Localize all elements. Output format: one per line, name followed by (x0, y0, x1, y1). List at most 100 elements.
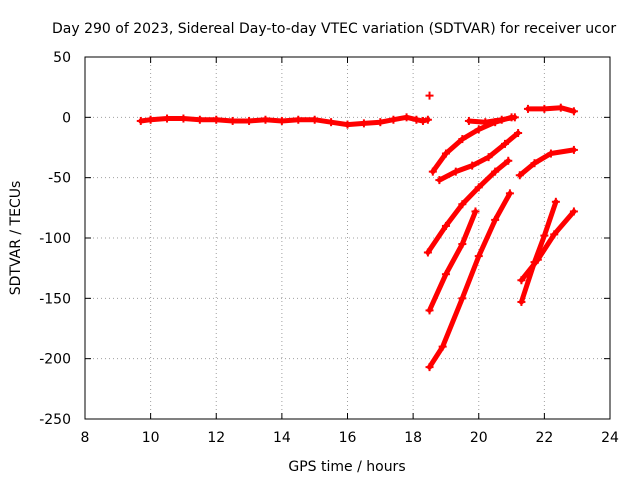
data-point (425, 306, 434, 315)
series-line (525, 105, 577, 114)
data-point (441, 221, 450, 230)
data-point (458, 200, 467, 209)
data-point (517, 276, 526, 285)
data-point (310, 115, 319, 124)
data-point (212, 115, 221, 124)
data-point (425, 91, 434, 100)
data-point (228, 116, 237, 125)
data-point (471, 207, 480, 216)
plot-data (136, 91, 578, 372)
x-tick-label: 16 (339, 430, 357, 446)
data-series (517, 197, 560, 306)
axes: 8 10 12 14 16 18 20 22 24 -250 -200 -150 -100 -50 0 50 (39, 50, 619, 446)
data-point (359, 119, 368, 128)
data-point (474, 125, 483, 134)
data-point (540, 231, 549, 240)
data-point (504, 156, 513, 165)
data-point (458, 135, 467, 144)
data-point (179, 114, 188, 123)
data-point (569, 207, 578, 216)
series-line (466, 114, 518, 125)
x-tick-label: 22 (535, 430, 553, 446)
data-series (136, 113, 432, 129)
series-line (427, 209, 478, 313)
data-point (163, 114, 172, 123)
data-point (261, 115, 270, 124)
x-tick-label: 12 (207, 430, 225, 446)
series-line (518, 199, 559, 305)
data-point (425, 363, 434, 372)
y-tick-label: 50 (53, 50, 71, 66)
data-point (195, 115, 204, 124)
data-point (556, 103, 565, 112)
data-point (441, 270, 450, 279)
x-tick-label: 18 (404, 430, 422, 446)
data-point (540, 104, 549, 113)
x-tick-label: 20 (470, 430, 488, 446)
data-point (474, 252, 483, 261)
x-axis-label: GPS time / hours (288, 459, 405, 475)
x-tick-label: 24 (601, 430, 619, 446)
data-series (515, 145, 578, 180)
data-point (481, 118, 490, 127)
series-line (427, 190, 513, 370)
data-point (458, 294, 467, 303)
data-point (464, 116, 473, 125)
data-point (412, 115, 421, 124)
data-point (418, 116, 427, 125)
y-tick-label: -200 (39, 352, 71, 368)
series-line (425, 158, 511, 255)
data-point (515, 171, 524, 180)
chart-title: Day 290 of 2023, Sidereal Day-to-day VTE… (52, 21, 616, 37)
y-tick-label: -250 (39, 412, 71, 428)
data-point (491, 167, 500, 176)
data-series (423, 156, 513, 257)
x-tick-label: 14 (273, 430, 291, 446)
data-series (517, 207, 578, 285)
data-series (425, 189, 514, 372)
data-point (569, 107, 578, 116)
series-line (518, 209, 577, 283)
data-point (514, 129, 523, 138)
data-point (294, 115, 303, 124)
data-series (425, 91, 434, 100)
data-point (491, 215, 500, 224)
data-point (505, 189, 514, 198)
data-point (510, 113, 519, 122)
data-point (546, 149, 555, 158)
data-point (245, 116, 254, 125)
data-point (451, 167, 460, 176)
y-tick-label: -150 (39, 291, 71, 307)
data-point (533, 255, 542, 264)
y-tick-label: -100 (39, 231, 71, 247)
data-point (423, 248, 432, 257)
data-point (428, 167, 437, 176)
series-line (436, 130, 521, 183)
data-point (438, 342, 447, 351)
series-line (517, 147, 577, 178)
data-point (517, 297, 526, 306)
data-point (551, 197, 560, 206)
data-point (423, 115, 432, 124)
data-point (441, 149, 450, 158)
x-tick-label: 8 (81, 430, 90, 446)
data-point (146, 115, 155, 124)
data-point (484, 153, 493, 162)
data-point (468, 161, 477, 170)
data-series (523, 103, 578, 116)
data-point (343, 120, 352, 129)
data-point (402, 113, 411, 122)
y-axis-label: SDTVAR / TECUs (8, 181, 24, 296)
data-series (425, 207, 480, 315)
data-point (389, 115, 398, 124)
data-point (277, 116, 286, 125)
y-tick-label: -50 (48, 171, 71, 187)
data-point (474, 183, 483, 192)
data-point (497, 115, 506, 124)
data-point (569, 145, 578, 154)
data-point (501, 139, 509, 148)
data-point (327, 118, 336, 127)
data-series (435, 129, 523, 185)
data-point (136, 116, 145, 125)
